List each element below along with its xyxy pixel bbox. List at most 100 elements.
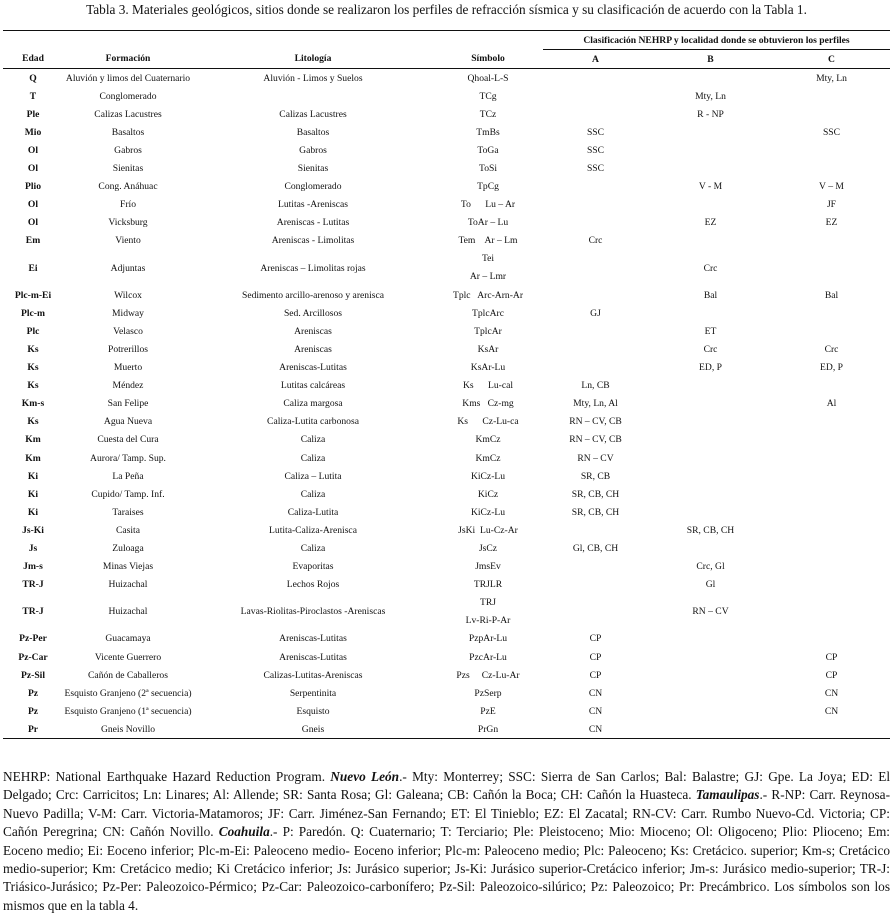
age-cell: Pz [27, 705, 39, 717]
cell: Aurora/ Tamp. Sup. [90, 452, 166, 464]
cell-line: TRJ [480, 596, 496, 608]
table-row: Pz-Car Vicente Guerrero Areniscas-Lutitas P… [3, 648, 890, 666]
age-cell: Ple [26, 108, 40, 120]
empty-cell [543, 69, 648, 88]
cell: Areniscas-Lutitas [279, 362, 347, 374]
cell: SSC [586, 126, 605, 138]
age-cell: Plc [26, 325, 40, 337]
cell: Casita [116, 524, 140, 536]
cell: SSC [586, 144, 605, 156]
empty-cell [773, 558, 890, 576]
cell: Tplc Arc-Arn-Ar [452, 289, 524, 301]
cell: Huizachal [108, 579, 148, 591]
cell: Gabros [299, 144, 327, 156]
table-row: Pr Gneis Novillo Gneis PrGn CN [3, 720, 890, 740]
age-cell: Plc-m [21, 307, 45, 319]
empty-cell [648, 539, 773, 557]
cell: R - NP [697, 108, 724, 120]
cell: Cuesta del Cura [97, 434, 159, 446]
cell: Calizas-Lutitas-Areniscas [263, 669, 363, 681]
cell: Caliza-Lutita [287, 506, 339, 518]
cell: Areniscas [294, 343, 332, 355]
table-row: Q Aluvión y limos del Cuaternario Aluvión … [3, 69, 890, 88]
cell: San Felipe [107, 398, 149, 410]
cell: Velasco [113, 325, 143, 337]
cell: Caliza [300, 434, 326, 446]
cell: Areniscas - Limolitas [271, 235, 355, 247]
empty-cell [648, 69, 773, 88]
cell: Aluvión - Limos y Suelos [263, 72, 363, 84]
age-cell: Q [29, 72, 37, 84]
age-cell: Km [25, 452, 41, 464]
cell: Crc [703, 262, 718, 274]
empty-cell [648, 159, 773, 177]
cell: RN – CV, CB [569, 434, 622, 446]
empty-cell [648, 196, 773, 214]
cell: TpCg [477, 181, 499, 193]
cell: Evaporitas [292, 561, 334, 573]
cell: Lutitas calcáreas [280, 380, 346, 392]
cell: ET [704, 325, 717, 337]
cell: SR, CB, CH [571, 488, 620, 500]
cell: Cupido/ Tamp. Inf. [91, 488, 165, 500]
table-row: Ks Agua Nueva Caliza-Lutita carbonosa Ks Cz… [3, 413, 890, 431]
empty-cell [543, 105, 648, 123]
cell: SSC [822, 126, 841, 138]
cell: Crc [588, 235, 603, 247]
empty-cell [773, 87, 890, 105]
cell: Viento [115, 235, 141, 247]
empty-cell [648, 648, 773, 666]
empty-cell [773, 322, 890, 340]
cell: CN [543, 720, 648, 740]
age-cell: Ki [27, 488, 39, 500]
age-cell: Js [28, 542, 38, 554]
table-row: Jm-s Minas Viejas Evaporitas JmsEv Crc, Gl [3, 558, 890, 576]
empty-cell [193, 87, 433, 105]
cell: Lavas-Riolitas-Piroclastos -Areniscas [240, 606, 386, 618]
empty-cell [648, 123, 773, 141]
empty-cell [773, 576, 890, 594]
empty-cell [773, 413, 890, 431]
table: Clasificación NEHRP y localidad donde se… [3, 30, 890, 740]
age-cell: Ks [27, 416, 39, 428]
cell: KiCz [477, 488, 499, 500]
table-row: Pz-Per Guacamaya Areniscas-Lutitas PzpAr-Lu… [3, 630, 890, 648]
column-header: Formación [63, 49, 193, 69]
cell: Conglomerado [284, 181, 342, 193]
empty-cell [543, 286, 648, 304]
empty-cell [773, 521, 890, 539]
cell: Conglomerado [99, 90, 157, 102]
empty-cell [648, 666, 773, 684]
table-row: Plc Velasco Areniscas TplcAr ET [3, 322, 890, 340]
table-row: Ki Cupido/ Tamp. Inf. Caliza KiCz SR, CB, CH [3, 485, 890, 503]
cell: PzE [480, 705, 496, 717]
cell: TRJ Lv-Ri-P-Ar [433, 594, 543, 630]
cell: Lutitas -Areniscas [277, 199, 349, 211]
cell: SR, CB, CH [571, 506, 620, 518]
cell: TplcArc [472, 307, 504, 319]
cell: Lechos Rojos [286, 579, 340, 591]
cell: Tem Ar – Lm [458, 235, 518, 247]
empty-cell [648, 720, 773, 740]
note-text: .- P: Paredón. Q: Cuaternario; T: Tercia… [3, 824, 890, 913]
empty-cell [648, 395, 773, 413]
table-row: Em Viento Areniscas - Limolitas Tem Ar – Lm… [3, 232, 890, 250]
empty-cell [773, 449, 890, 467]
cell: Caliza [300, 542, 326, 554]
empty-cell [648, 413, 773, 431]
cell: SR, CB, CH [686, 524, 735, 536]
table-row: T Conglomerado TCg Mty, Ln [3, 87, 890, 105]
cell: Gabros [114, 144, 142, 156]
cell: Pzs Cz-Lu-Ar [456, 669, 520, 681]
cell: Mty, Ln [816, 72, 847, 84]
empty-cell [543, 250, 648, 286]
age-cell: Pr [3, 720, 63, 740]
table-row: Js-Ki Casita Lutita-Caliza-Arenisca JsKi Lu… [3, 521, 890, 539]
cell: Esquisto Granjeno (2ª secuencia) [64, 687, 192, 699]
empty-cell [773, 105, 890, 123]
cell: Al [826, 398, 837, 410]
cell: Sedimento arcillo-arenoso y arenisca [242, 289, 384, 301]
table-row: TR-J Huizachal Lavas-Riolitas-Piroclastos … [3, 594, 890, 630]
cell: SSC [586, 163, 605, 175]
age-cell: Ei [28, 262, 38, 274]
